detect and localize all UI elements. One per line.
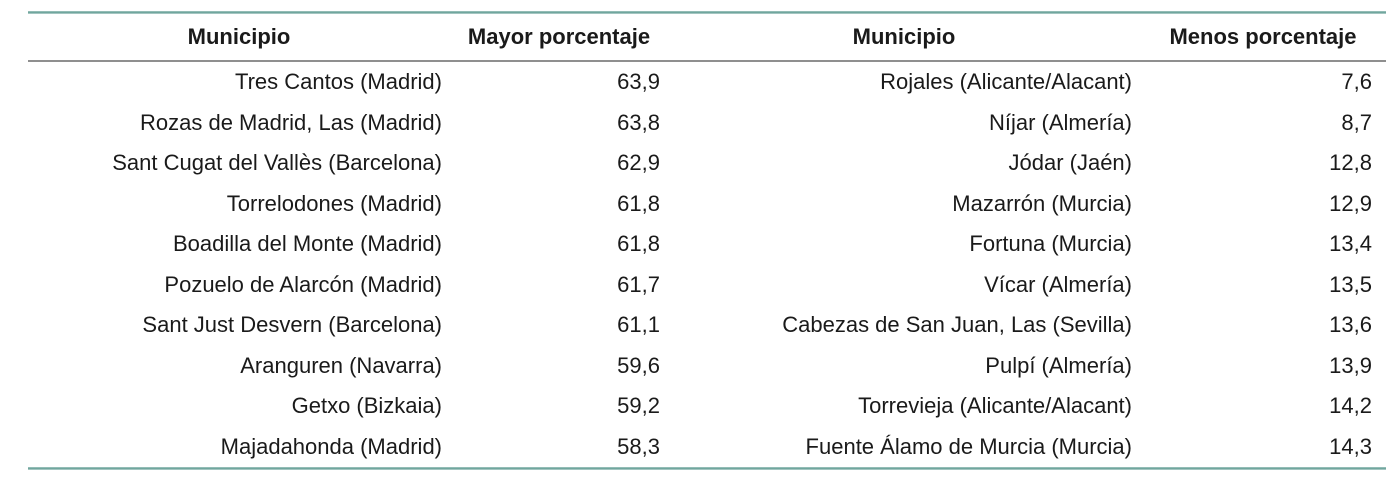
municipality-high-cell: Tres Cantos (Madrid) [234, 69, 442, 95]
value-low-cell: 13,5 [1329, 271, 1372, 297]
header-municipio-low: Municipio [668, 14, 1140, 62]
municipality-high-cell: Aranguren (Navarra) [240, 352, 442, 378]
table-body: Tres Cantos (Madrid) 63,9 Rojales (Alica… [28, 61, 1386, 467]
municipality-low-cell: Vícar (Almería) [984, 271, 1132, 297]
municipality-low-cell: Cabezas de San Juan, Las (Sevilla) [782, 312, 1132, 338]
municipality-percentage-table: Municipio Mayor porcentaje Municipio Men… [28, 14, 1386, 467]
value-low-cell: 14,2 [1329, 393, 1372, 419]
table-row: Majadahonda (Madrid) 58,3 Fuente Álamo d… [28, 427, 1386, 468]
value-low-cell: 12,9 [1329, 190, 1372, 216]
table-row: Sant Cugat del Vallès (Barcelona) 62,9 J… [28, 143, 1386, 184]
municipality-low-cell: Rojales (Alicante/Alacant) [880, 69, 1132, 95]
table-row: Rozas de Madrid, Las (Madrid) 63,8 Níjar… [28, 103, 1386, 144]
municipality-low-cell: Fortuna (Murcia) [969, 231, 1132, 257]
value-high-cell: 61,8 [617, 231, 660, 257]
municipality-high-cell: Getxo (Bizkaia) [291, 393, 442, 419]
value-high-cell: 59,6 [617, 352, 660, 378]
table-row: Tres Cantos (Madrid) 63,9 Rojales (Alica… [28, 61, 1386, 103]
municipality-high-cell: Majadahonda (Madrid) [220, 433, 442, 459]
header-municipio-high: Municipio [28, 14, 450, 62]
municipality-low-cell: Jódar (Jaén) [1008, 150, 1132, 176]
table-header-row: Municipio Mayor porcentaje Municipio Men… [28, 14, 1386, 62]
header-mayor-porcentaje: Mayor porcentaje [450, 14, 668, 62]
value-low-cell: 13,4 [1329, 231, 1372, 257]
value-high-cell: 63,9 [617, 69, 660, 95]
table-row: Pozuelo de Alarcón (Madrid) 61,7 Vícar (… [28, 265, 1386, 306]
municipality-high-cell: Torrelodones (Madrid) [226, 190, 442, 216]
value-low-cell: 13,9 [1329, 352, 1372, 378]
table-row: Sant Just Desvern (Barcelona) 61,1 Cabez… [28, 305, 1386, 346]
table-bottom-rule [28, 467, 1386, 470]
municipality-low-cell: Fuente Álamo de Murcia (Murcia) [805, 433, 1132, 459]
table-row: Getxo (Bizkaia) 59,2 Torrevieja (Alicant… [28, 386, 1386, 427]
table-row: Torrelodones (Madrid) 61,8 Mazarrón (Mur… [28, 184, 1386, 225]
value-low-cell: 8,7 [1341, 109, 1372, 135]
value-high-cell: 58,3 [617, 433, 660, 459]
value-high-cell: 59,2 [617, 393, 660, 419]
value-low-cell: 14,3 [1329, 433, 1372, 459]
value-low-cell: 13,6 [1329, 312, 1372, 338]
municipality-high-cell: Sant Cugat del Vallès (Barcelona) [112, 150, 442, 176]
table-row: Boadilla del Monte (Madrid) 61,8 Fortuna… [28, 224, 1386, 265]
value-high-cell: 61,7 [617, 271, 660, 297]
municipality-low-cell: Pulpí (Almería) [985, 352, 1132, 378]
municipality-low-cell: Níjar (Almería) [988, 109, 1132, 135]
value-low-cell: 7,6 [1341, 69, 1372, 95]
municipality-high-cell: Boadilla del Monte (Madrid) [172, 231, 442, 257]
header-menos-porcentaje: Menos porcentaje [1140, 14, 1386, 62]
municipality-high-cell: Sant Just Desvern (Barcelona) [142, 312, 442, 338]
value-high-cell: 61,8 [617, 190, 660, 216]
municipality-high-cell: Pozuelo de Alarcón (Madrid) [164, 271, 442, 297]
municipality-low-cell: Torrevieja (Alicante/Alacant) [858, 393, 1132, 419]
table-row: Aranguren (Navarra) 59,6 Pulpí (Almería)… [28, 346, 1386, 387]
municipality-high-cell: Rozas de Madrid, Las (Madrid) [139, 109, 442, 135]
value-high-cell: 63,8 [617, 109, 660, 135]
value-low-cell: 12,8 [1329, 150, 1372, 176]
municipality-low-cell: Mazarrón (Murcia) [952, 190, 1132, 216]
municipality-percentage-table-container: Municipio Mayor porcentaje Municipio Men… [28, 11, 1386, 470]
value-high-cell: 61,1 [617, 312, 660, 338]
table-top-rule [28, 11, 1386, 14]
value-high-cell: 62,9 [617, 150, 660, 176]
